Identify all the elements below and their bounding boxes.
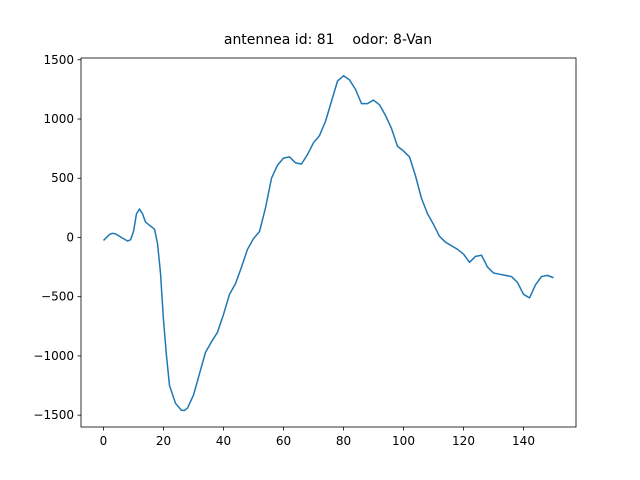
y-tick-label: 1500 [43, 53, 74, 67]
y-tick-label: −1000 [33, 349, 74, 363]
plot-frame [80, 57, 577, 428]
x-tick-label: 40 [216, 434, 231, 448]
y-tick-label: 500 [51, 171, 74, 185]
x-tick-label: 120 [452, 434, 475, 448]
x-tick-label: 0 [100, 434, 108, 448]
chart-title: antennea id: 81 odor: 8-Van [224, 32, 432, 48]
x-tick-label: 100 [392, 434, 415, 448]
x-tick-label: 140 [512, 434, 535, 448]
x-tick-label: 60 [276, 434, 291, 448]
x-tick-label: 20 [156, 434, 171, 448]
y-tick-label: −1500 [33, 408, 74, 422]
x-tick-label: 80 [336, 434, 351, 448]
y-tick-label: 0 [66, 230, 74, 244]
data-line [102, 75, 554, 412]
y-tick-label: 1000 [43, 112, 74, 126]
y-tick-label: −500 [41, 290, 74, 304]
